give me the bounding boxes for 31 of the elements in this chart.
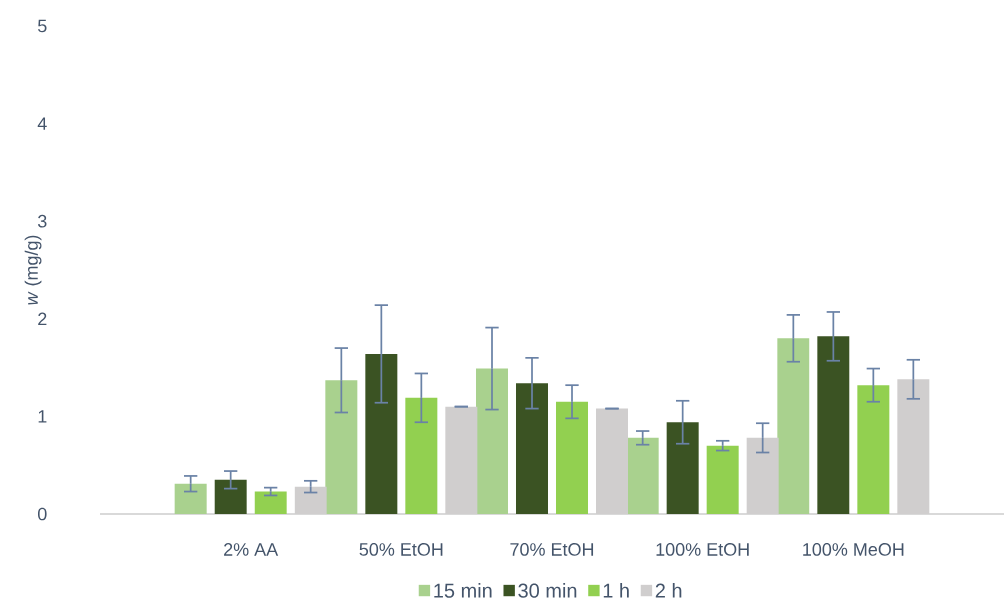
bar bbox=[626, 437, 659, 514]
bar bbox=[857, 385, 890, 514]
x-tick-label: 100% EtOH bbox=[656, 543, 749, 556]
y-tick-label: 2 bbox=[38, 312, 47, 326]
y-tick-label: 4 bbox=[37, 117, 47, 130]
bar bbox=[556, 401, 589, 514]
y-tick-label: 3 bbox=[37, 214, 47, 228]
x-tick-label: 100% MeOH bbox=[803, 543, 904, 556]
x-tick-label: 70% EtOH bbox=[510, 543, 594, 556]
bar bbox=[706, 445, 739, 514]
bar bbox=[817, 336, 850, 514]
bar bbox=[214, 479, 247, 514]
bar bbox=[476, 368, 508, 514]
x-tick-label: 50% EtOH bbox=[359, 543, 443, 556]
y-tick-label: 0 bbox=[37, 507, 47, 521]
bar bbox=[666, 422, 699, 514]
y-axis-title: w (mg/g) bbox=[24, 235, 42, 305]
bar bbox=[777, 338, 810, 514]
legend-label: 30 min bbox=[518, 583, 577, 598]
legend-label: 15 min bbox=[434, 583, 492, 598]
legend-label: 2 h bbox=[655, 583, 682, 598]
bar bbox=[174, 483, 207, 514]
x-tick-label: 2% AA bbox=[224, 543, 279, 556]
bar bbox=[254, 491, 287, 514]
bar bbox=[516, 383, 548, 514]
y-tick-label: 5 bbox=[37, 19, 47, 33]
bar bbox=[405, 397, 438, 514]
legend-label: 1 h bbox=[603, 583, 629, 598]
bar bbox=[325, 380, 358, 514]
y-tick-label: 1 bbox=[38, 410, 47, 423]
bar bbox=[365, 353, 398, 514]
